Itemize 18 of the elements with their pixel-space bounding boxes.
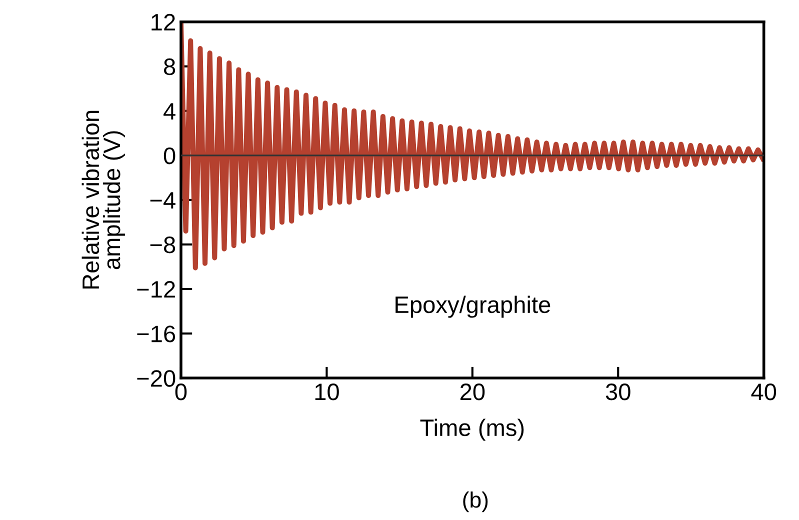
y-tick-label: −4 bbox=[150, 192, 176, 208]
y-tick-label: 8 bbox=[164, 58, 176, 76]
x-tick-label: 40 bbox=[751, 384, 776, 400]
x-tick-label: 10 bbox=[315, 384, 339, 400]
y-axis-title: Relative vibration amplitude (V) bbox=[82, 110, 125, 289]
y-tick-label: 4 bbox=[164, 103, 176, 120]
y-tick-label: −12 bbox=[137, 281, 175, 298]
annotation: Epoxy/graphite bbox=[396, 296, 550, 318]
y-tick-label: 12 bbox=[152, 14, 175, 30]
x-tick-label: 30 bbox=[606, 384, 630, 400]
text: (b) bbox=[463, 491, 488, 512]
y-tick-label: −20 bbox=[137, 370, 176, 387]
y-tick-label: −16 bbox=[137, 326, 176, 342]
y-tick-label: 0 bbox=[164, 147, 176, 164]
x-axis-title: Time (ms) bbox=[420, 418, 524, 441]
y-tick-label: −8 bbox=[150, 236, 176, 254]
x-tick-label: 20 bbox=[460, 384, 485, 400]
x-tick-label: 0 bbox=[175, 384, 187, 400]
